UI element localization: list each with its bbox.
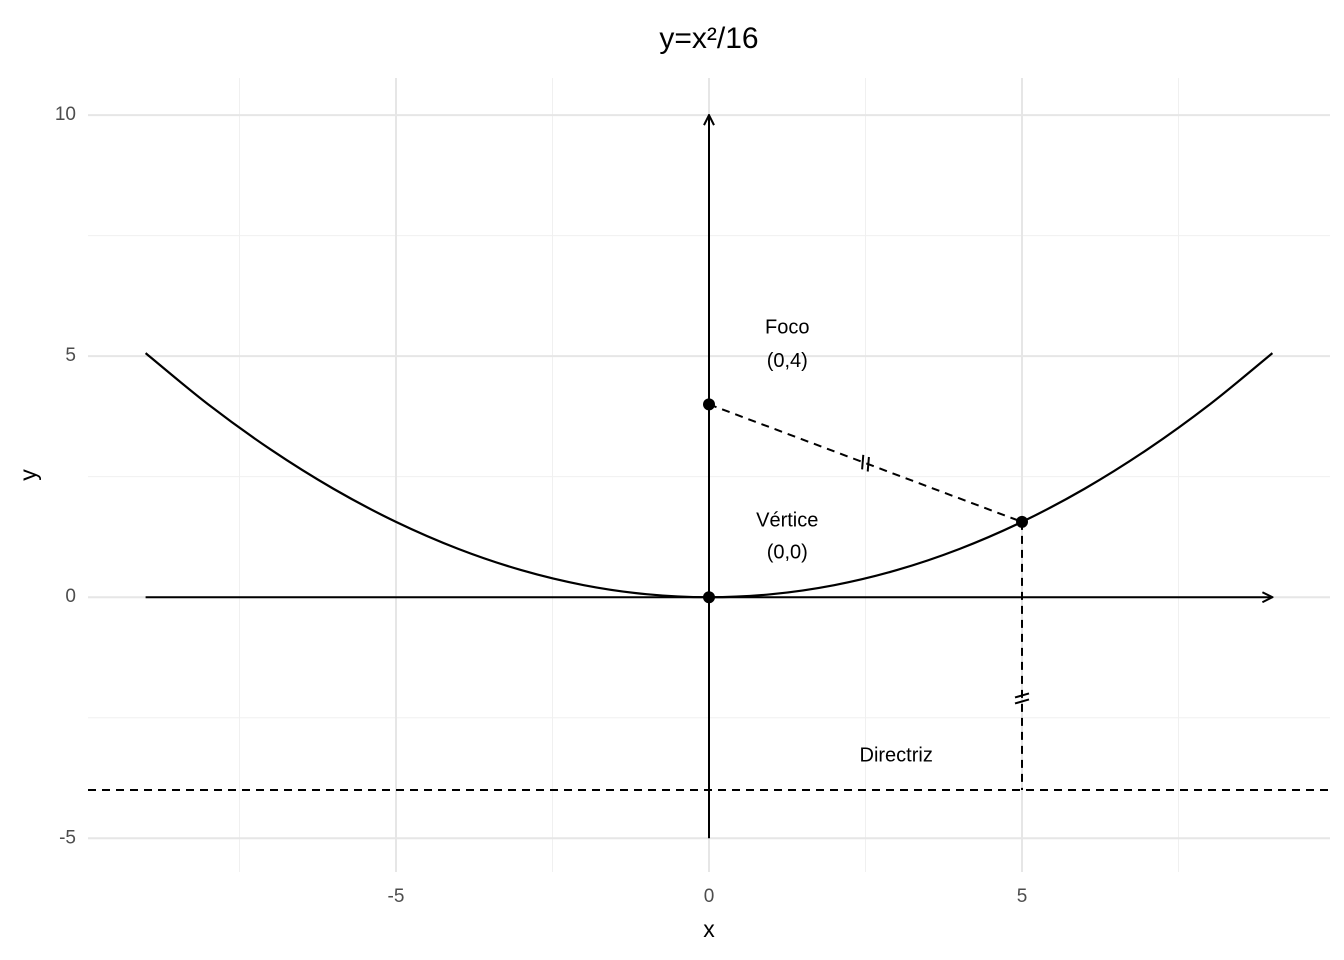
x-tick-label: 5 — [1017, 886, 1028, 907]
annotation: Vértice — [756, 509, 818, 531]
point — [703, 591, 715, 604]
annotation: Foco — [765, 316, 809, 338]
annotation: Directriz — [860, 745, 933, 767]
plot: Foco (0,4) Vértice (0,0) Directriz — [88, 115, 1330, 839]
x-axis-label: x — [703, 916, 715, 942]
equal-mark — [1014, 692, 1030, 699]
annotation: (0,4) — [767, 350, 808, 372]
point — [1016, 515, 1029, 528]
equal-mark — [1014, 698, 1030, 705]
point — [703, 398, 715, 411]
x-tick-label: 0 — [704, 886, 715, 907]
x-tick-label: -5 — [388, 886, 405, 907]
equal-mark — [861, 454, 865, 470]
y-axis-label: y — [15, 469, 41, 481]
y-tick-label: 5 — [65, 345, 76, 366]
y-tick-label: -5 — [59, 827, 76, 848]
annotation: (0,0) — [767, 542, 808, 564]
equal-mark — [866, 456, 870, 472]
chart-title: y=x²/16 — [659, 22, 758, 55]
y-tick-label: 0 — [65, 586, 76, 607]
y-tick-label: 10 — [55, 104, 76, 125]
